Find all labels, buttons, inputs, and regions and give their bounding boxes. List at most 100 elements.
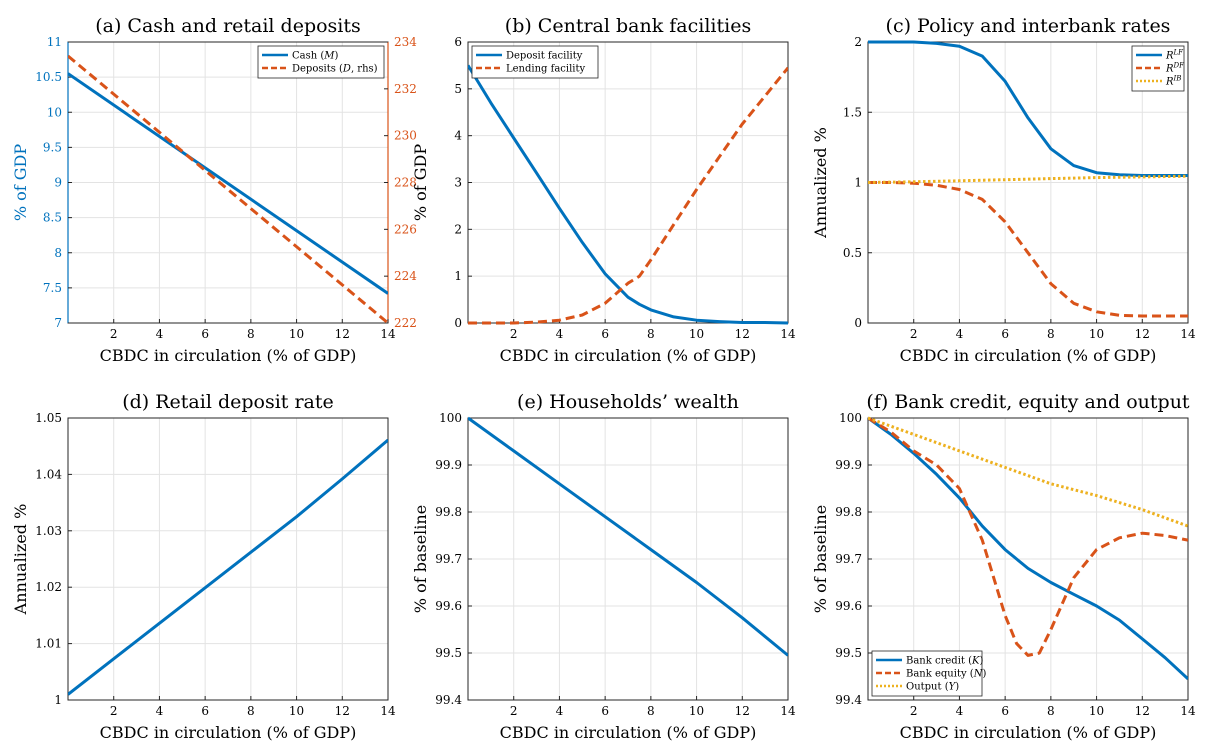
y-axis-label: % of GDP: [411, 144, 430, 222]
y-tick-label: 9: [54, 176, 62, 190]
x-axis-label: CBDC in circulation (% of GDP): [100, 723, 357, 742]
y-tick-label: 100: [439, 411, 462, 425]
y-tick-label: 99.6: [835, 599, 862, 613]
y-tick-label: 10.5: [35, 70, 62, 84]
series-line-0: [468, 416, 788, 657]
x-axis-label: CBDC in circulation (% of GDP): [500, 346, 757, 365]
y-tick-label: 99.7: [835, 552, 862, 566]
y2-tick-label: 230: [394, 129, 417, 143]
legend: Cash (M) Deposits (D, rhs): [257, 45, 385, 79]
y-tick-label: 99.5: [835, 646, 862, 660]
x-tick-label: 12: [735, 704, 750, 718]
x-tick-label: 12: [1135, 704, 1150, 718]
x-tick-label: 8: [647, 704, 655, 718]
x-tick-label: 10: [289, 327, 304, 341]
y-tick-label: 99.7: [435, 552, 462, 566]
x-tick-label: 8: [1047, 704, 1055, 718]
x-tick-label: 8: [647, 327, 655, 341]
x-tick-label: 8: [247, 704, 255, 718]
chart-panel-f: 2 4 6 8 10 12 14 99.4 99.5 99.6 99.7 99.8 99.9 100 (f)…: [811, 391, 1196, 742]
chart-title: (b) Central bank facilities: [505, 15, 751, 37]
y-tick-label: 1: [454, 269, 462, 283]
y-tick-label: 1.02: [35, 580, 62, 594]
y-tick-label: 4: [454, 129, 462, 143]
x-tick-label: 6: [601, 327, 609, 341]
series-line-0: [868, 416, 1188, 681]
x-tick-label: 4: [556, 327, 564, 341]
y-axis-label: Annualized %: [811, 127, 830, 239]
x-tick-label: 10: [689, 327, 704, 341]
y-tick-label: 0: [454, 316, 462, 330]
chart-panel-e: 2 4 6 8 10 12 14 99.4 99.5 99.6 99.7 99.8 99.9 100 (e)…: [411, 391, 796, 742]
y2-tick-label: 232: [394, 82, 417, 96]
x-tick-label: 14: [780, 327, 796, 341]
chart-title: (a) Cash and retail deposits: [95, 15, 361, 37]
y-tick-label: 99.9: [835, 458, 862, 472]
legend-label: Deposit facility: [506, 51, 583, 62]
legend-label: Lending facility: [506, 64, 585, 75]
series-line-1: [868, 181, 1188, 318]
y-tick-label: 1.05: [35, 411, 62, 425]
y-axis-label: % of baseline: [811, 505, 830, 613]
chart-panel-d: 2 4 6 8 10 12 14 1 1.01 1.02 1.03 1.04 1.05 (d) Retai…: [11, 391, 396, 742]
x-tick-label: 6: [201, 704, 209, 718]
y-tick-label: 11: [47, 35, 62, 49]
y-tick-label: 1.5: [843, 105, 862, 119]
chart-title: (f) Bank credit, equity and output: [866, 391, 1190, 413]
y2-tick-label: 234: [394, 35, 417, 49]
x-tick-label: 2: [910, 327, 918, 341]
x-tick-label: 12: [1135, 327, 1150, 341]
legend-label: Bank credit (K): [906, 656, 983, 667]
y-tick-label: 99.9: [435, 458, 462, 472]
y-tick-label: 0.5: [843, 246, 862, 260]
y-tick-label: 6: [454, 35, 462, 49]
series-line-1: [468, 66, 788, 325]
y-tick-label: 1.04: [35, 467, 62, 481]
y-axis-label: Annualized %: [11, 504, 30, 616]
legend-label: Output (Y): [906, 682, 959, 693]
y-axis-label: % of GDP: [11, 144, 30, 222]
y2-tick-label: 222: [394, 316, 417, 330]
x-tick-label: 8: [1047, 327, 1055, 341]
y-axis-label: % of baseline: [411, 505, 430, 613]
x-tick-label: 10: [1089, 704, 1104, 718]
series-line-2: [868, 416, 1188, 528]
x-tick-label: 10: [689, 704, 704, 718]
legend-label: RLF: [1165, 49, 1184, 62]
legend-label: RIB: [1165, 75, 1181, 88]
x-tick-label: 6: [601, 704, 609, 718]
y-tick-label: 1: [54, 693, 62, 707]
series-line-0: [68, 72, 388, 295]
x-tick-label: 8: [247, 327, 255, 341]
x-tick-label: 6: [201, 327, 209, 341]
x-tick-label: 2: [510, 704, 518, 718]
chart-panel-a: 2 4 6 8 10 12 14 7 7.5 8 8.5 9 9.5 10 10.5 11 222 224 226 2…: [11, 15, 417, 365]
x-tick-label: 2: [910, 704, 918, 718]
y2-tick-label: 228: [394, 176, 417, 190]
chart-title: (e) Households’ wealth: [517, 391, 739, 413]
x-tick-label: 4: [156, 704, 164, 718]
y-tick-label: 3: [454, 176, 462, 190]
series-line-1: [68, 54, 388, 325]
x-tick-label: 6: [1001, 327, 1009, 341]
series-line-0: [868, 40, 1188, 177]
x-tick-label: 12: [335, 704, 350, 718]
x-axis-label: CBDC in circulation (% of GDP): [100, 346, 357, 365]
y-tick-label: 99.6: [435, 599, 462, 613]
x-tick-label: 14: [780, 704, 796, 718]
x-axis-label: CBDC in circulation (% of GDP): [500, 723, 757, 742]
y-tick-label: 100: [839, 411, 862, 425]
y-tick-label: 5: [454, 82, 462, 96]
y-tick-label: 9.5: [43, 140, 62, 154]
y-tick-label: 99.4: [435, 693, 462, 707]
y-tick-label: 8: [54, 246, 62, 260]
y-tick-label: 1.01: [35, 637, 62, 651]
x-tick-label: 12: [735, 327, 750, 341]
x-tick-label: 4: [156, 327, 164, 341]
legend-label: Deposits (D, rhs): [292, 64, 378, 75]
y-tick-label: 1.03: [35, 524, 62, 538]
y-tick-label: 99.8: [435, 505, 462, 519]
legend: Deposit facility Lending facility: [471, 45, 599, 79]
